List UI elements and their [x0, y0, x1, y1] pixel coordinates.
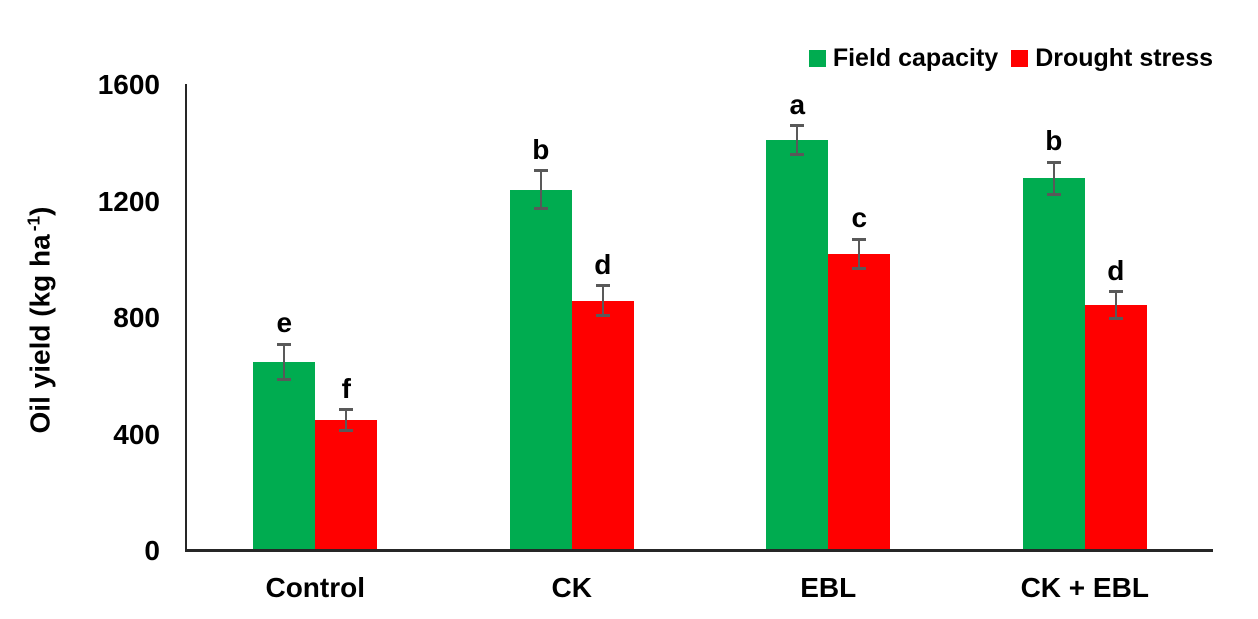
legend-swatch-icon [1011, 50, 1029, 67]
chart-legend: Field capacity Drought stress [808, 44, 1213, 73]
x-axis-label: CK [551, 572, 592, 603]
error-bar-cap [533, 207, 548, 211]
legend-label: Field capacity [832, 44, 999, 72]
y-tick-label: 800 [113, 302, 160, 333]
error-bar-cap [339, 408, 354, 412]
bar [766, 140, 829, 551]
error-bar-cap [595, 284, 610, 288]
error-bar-cap [595, 313, 610, 317]
error-bar-cap [1108, 290, 1123, 294]
error-bar [345, 409, 348, 431]
error-bar-cap [1108, 316, 1123, 320]
significance-letter: f [341, 372, 351, 404]
x-axis-line [185, 549, 1213, 552]
x-axis-label: EBL [800, 572, 857, 603]
bar [315, 419, 378, 551]
legend-label: Drought stress [1035, 44, 1213, 72]
error-bar-cap [339, 428, 354, 432]
significance-letter: b [532, 133, 550, 165]
y-tick-label: 0 [144, 535, 160, 566]
y-tick-label: 400 [113, 418, 160, 450]
significance-letter: e [276, 307, 293, 339]
x-axis-label: CK + EBL [1020, 572, 1149, 603]
bar [253, 361, 316, 551]
error-bar-cap [533, 169, 548, 173]
error-bar [601, 285, 604, 316]
error-bar [1052, 162, 1055, 195]
error-bar-cap [790, 124, 805, 128]
error-bar [1114, 291, 1117, 318]
error-bar-cap [277, 342, 292, 346]
legend-item-field-capacity: Field capacity [808, 44, 999, 73]
y-tick-label: 1200 [97, 185, 160, 217]
significance-letter: c [851, 202, 868, 234]
bar [571, 300, 634, 551]
significance-letter: d [594, 248, 612, 280]
significance-letter: b [1045, 125, 1063, 157]
error-bar-cap [790, 153, 805, 157]
error-bar [539, 170, 542, 209]
legend-item-drought-stress: Drought stress [1011, 44, 1213, 73]
error-bar [796, 125, 799, 155]
legend-swatch-icon [808, 50, 826, 67]
y-tick-label: 1600 [97, 69, 160, 100]
error-bar-cap [852, 266, 867, 270]
error-bar-cap [1046, 160, 1061, 164]
y-axis-line [185, 84, 187, 552]
x-axis-label: Control [265, 572, 366, 603]
significance-letter: d [1107, 254, 1125, 286]
error-bar-cap [1046, 192, 1061, 196]
error-bar [858, 239, 861, 269]
bar [509, 189, 572, 551]
significance-letter: a [789, 88, 806, 120]
bar [828, 253, 891, 551]
error-bar-cap [852, 237, 867, 241]
error-bar [283, 344, 286, 380]
bar [1084, 304, 1147, 551]
error-bar-cap [277, 377, 292, 381]
bar [1022, 178, 1085, 551]
